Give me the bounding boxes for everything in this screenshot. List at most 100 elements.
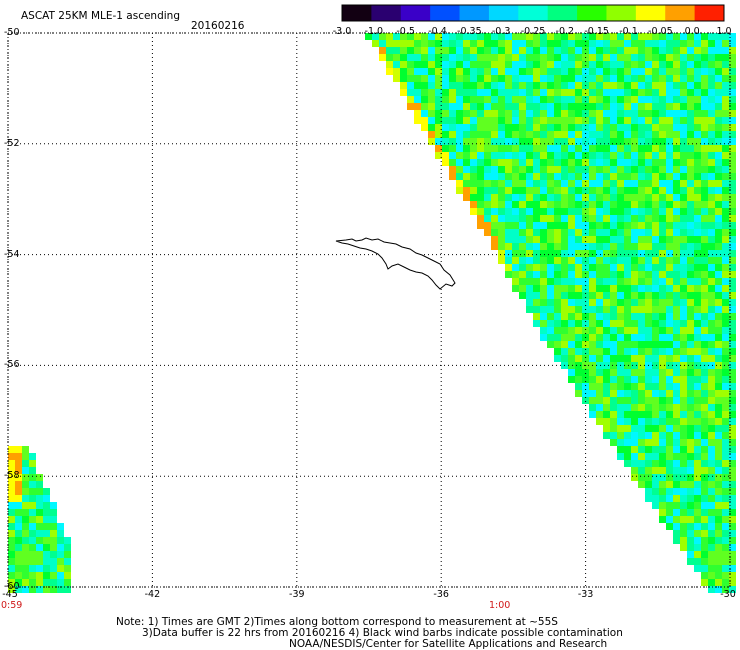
swath-cell [470, 152, 477, 159]
swath-cell [722, 439, 729, 446]
swath-cell [512, 138, 519, 145]
swath-cell [729, 341, 736, 348]
swath-cell [498, 40, 505, 47]
swath-cell [610, 215, 617, 222]
swath-cell [29, 474, 36, 481]
swath-cell [512, 159, 519, 166]
swath-cell [540, 82, 547, 89]
swath-cell [435, 117, 442, 124]
swath-cell [666, 376, 673, 383]
swath-cell [449, 124, 456, 131]
swath-cell [694, 509, 701, 516]
swath-cell [708, 243, 715, 250]
swath-cell [449, 33, 456, 40]
swath-cell [638, 243, 645, 250]
swath-cell [64, 551, 71, 558]
swath-cell [715, 320, 722, 327]
swath-cell [554, 152, 561, 159]
colorbar-tick-label: -3.0 [332, 26, 352, 37]
swath-cell [533, 131, 540, 138]
swath-cell [687, 159, 694, 166]
swath-cell [715, 348, 722, 355]
swath-cell [407, 61, 414, 68]
swath-cell [386, 33, 393, 40]
swath-cell [722, 257, 729, 264]
swath-cell [435, 82, 442, 89]
swath-cell [687, 250, 694, 257]
swath-cell [603, 124, 610, 131]
swath-cell [729, 509, 736, 516]
swath-cell [666, 54, 673, 61]
swath-cell [554, 166, 561, 173]
swath-cell [659, 299, 666, 306]
swath-cell [463, 47, 470, 54]
swath-cell [519, 82, 526, 89]
swath-cell [715, 488, 722, 495]
swath-cell [659, 117, 666, 124]
swath-cell [470, 110, 477, 117]
swath-cell [652, 152, 659, 159]
swath-cell [533, 75, 540, 82]
swath-cell [610, 439, 617, 446]
swath-cell [547, 89, 554, 96]
swath-cell [526, 201, 533, 208]
swath-cell [43, 523, 50, 530]
colorbar-swatch [694, 5, 725, 21]
swath-cell [603, 61, 610, 68]
swath-cell [631, 250, 638, 257]
swath-cell [659, 271, 666, 278]
swath-cell [729, 369, 736, 376]
swath-cell [547, 173, 554, 180]
swath-cell [15, 523, 22, 530]
swath-cell [638, 306, 645, 313]
swath-cell [449, 117, 456, 124]
swath-cell [722, 180, 729, 187]
swath-cell [442, 54, 449, 61]
swath-cell [617, 264, 624, 271]
swath-cell [610, 166, 617, 173]
swath-cell [505, 54, 512, 61]
swath-cell [421, 33, 428, 40]
swath-cell [645, 474, 652, 481]
swath-cell [680, 411, 687, 418]
swath-cell [547, 187, 554, 194]
swath-cell [568, 264, 575, 271]
swath-cell [652, 96, 659, 103]
swath-cell [673, 509, 680, 516]
swath-cell [729, 201, 736, 208]
swath-cell [680, 306, 687, 313]
swath-cell [680, 516, 687, 523]
swath-cell [631, 411, 638, 418]
swath-cell [659, 257, 666, 264]
swath-cell [673, 460, 680, 467]
swath-cell [638, 208, 645, 215]
swath-cell [631, 467, 638, 474]
swath-cell [722, 250, 729, 257]
swath-cell [666, 404, 673, 411]
swath-cell [617, 418, 624, 425]
swath-cell [722, 481, 729, 488]
swath-cell [589, 131, 596, 138]
swath-cell [568, 152, 575, 159]
swath-cell [624, 166, 631, 173]
swath-cell [666, 390, 673, 397]
swath-cell [694, 40, 701, 47]
swath-cell [673, 194, 680, 201]
swath-cell [498, 103, 505, 110]
swath-cell [701, 152, 708, 159]
swath-cell [526, 194, 533, 201]
swath-cell [673, 54, 680, 61]
swath-cell [554, 348, 561, 355]
swath-cell [673, 488, 680, 495]
swath-cell [708, 278, 715, 285]
swath-cell [568, 187, 575, 194]
swath-cell [722, 82, 729, 89]
swath-cell [617, 208, 624, 215]
swath-cell [652, 425, 659, 432]
swath-cell [673, 180, 680, 187]
swath-cell [554, 75, 561, 82]
swath-cell [547, 61, 554, 68]
swath-cell [568, 243, 575, 250]
swath-cell [428, 68, 435, 75]
swath-cell [519, 222, 526, 229]
